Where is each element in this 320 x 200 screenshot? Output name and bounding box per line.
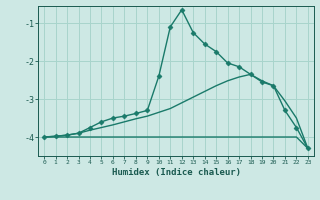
X-axis label: Humidex (Indice chaleur): Humidex (Indice chaleur) — [111, 168, 241, 177]
